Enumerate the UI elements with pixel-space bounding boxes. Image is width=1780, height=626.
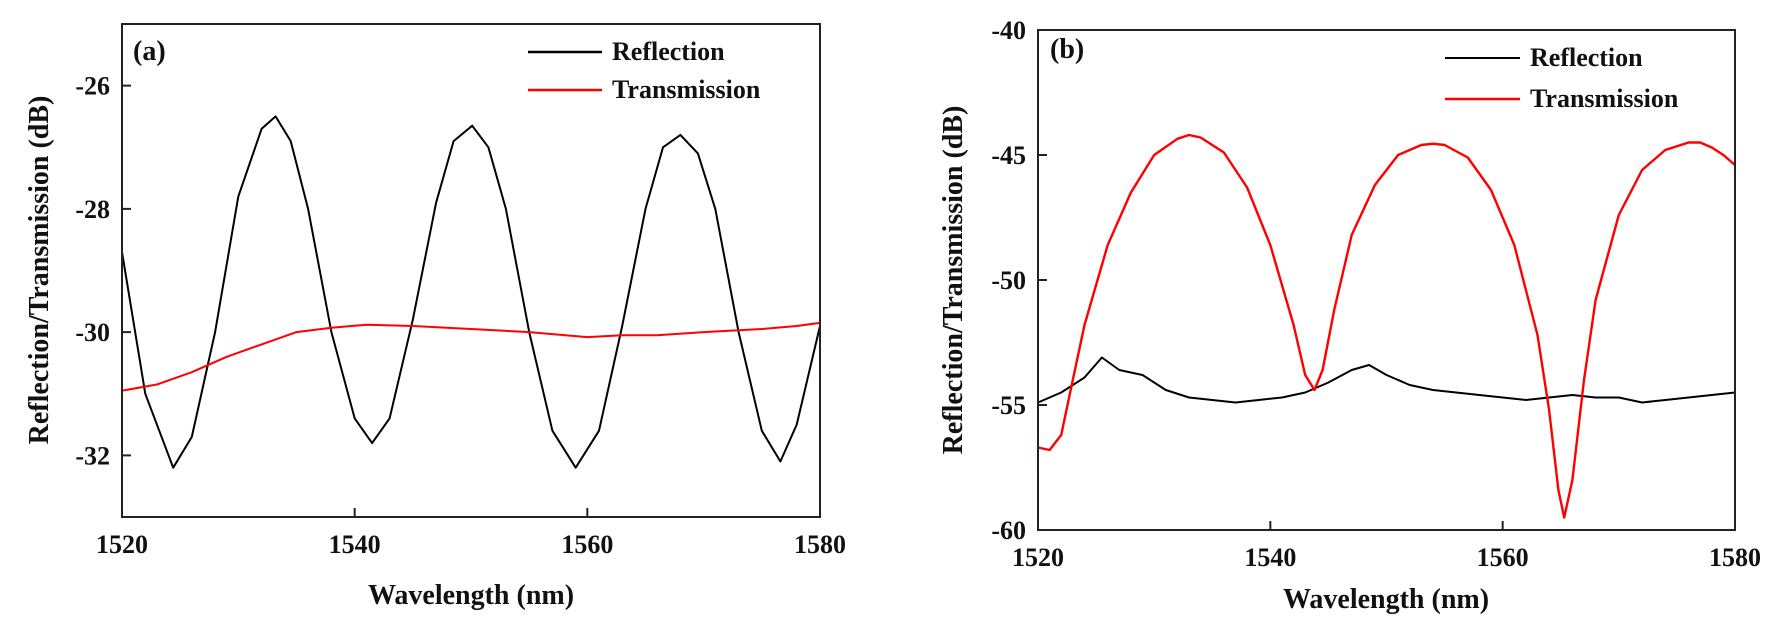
panel-a-x-tick-label: 1520 <box>96 530 148 559</box>
panel-b-y-axis-title: Reflection/Transmission (dB) <box>938 106 969 455</box>
panel-a-y-tick-label: -32 <box>75 441 110 470</box>
panel-a-legend: Reflection Transmission <box>528 37 761 104</box>
panel-a-ticks: 1520 1540 1560 1580 -32 -30 -28 -26 <box>75 72 846 559</box>
panel-a-y-axis-title: Reflection/Transmission (dB) <box>24 96 55 445</box>
panel-a-y-tick-label: -30 <box>75 318 110 347</box>
panel-b-ticks: 1520 1540 1560 1580 -60 -55 -50 -45 -40 <box>991 16 1761 572</box>
panel-a-chart: 1520 1540 1560 1580 -32 -30 -28 -26 (a) Wavelen… <box>24 23 846 611</box>
panel-b-x-tick-label: 1560 <box>1477 543 1529 572</box>
panel-b-legend: Reflection Transmission <box>1445 43 1679 113</box>
panel-a-y-tick-label: -26 <box>75 72 110 101</box>
panel-a-x-axis-title: Wavelength (nm) <box>368 580 574 611</box>
panel-a-series-layer <box>121 115 821 469</box>
panel-b-y-tick-label: -60 <box>991 516 1026 545</box>
panel-a-label: (a) <box>133 36 166 67</box>
panel-b-y-tick-label: -50 <box>991 266 1026 295</box>
panel-b-x-axis-title: Wavelength (nm) <box>1283 584 1489 615</box>
panel-b-y-tick-label: -45 <box>991 141 1026 170</box>
panel-a-legend-reflection-label: Reflection <box>612 37 725 66</box>
panel-b-transmission-line <box>1037 133 1736 519</box>
panel-a-x-tick-label: 1540 <box>329 530 381 559</box>
panel-b-chart: 1520 1540 1560 1580 -60 -55 -50 -45 -40 (b) Wave… <box>938 16 1761 615</box>
panel-b-x-tick-label: 1520 <box>1012 543 1064 572</box>
panel-b-x-tick-label: 1540 <box>1244 543 1296 572</box>
panel-b-legend-transmission-label: Transmission <box>1530 84 1679 113</box>
panel-a-transmission-line <box>121 321 821 392</box>
panel-b-reflection-line <box>1037 356 1736 404</box>
panel-a-x-tick-label: 1580 <box>794 530 846 559</box>
panel-b-y-tick-label: -40 <box>991 16 1026 45</box>
panel-a-reflection-line <box>121 115 821 469</box>
panel-b-label: (b) <box>1050 34 1084 65</box>
panel-a-legend-transmission-label: Transmission <box>612 75 761 104</box>
panel-a-plot-frame <box>121 23 821 518</box>
panel-b-x-tick-label: 1580 <box>1709 543 1761 572</box>
panel-a-y-tick-label: -28 <box>75 195 110 224</box>
panel-b-y-tick-label: -55 <box>991 391 1026 420</box>
panel-b-legend-reflection-label: Reflection <box>1530 43 1643 72</box>
panel-b-series-layer <box>1037 133 1736 519</box>
panel-a-x-tick-label: 1560 <box>561 530 613 559</box>
